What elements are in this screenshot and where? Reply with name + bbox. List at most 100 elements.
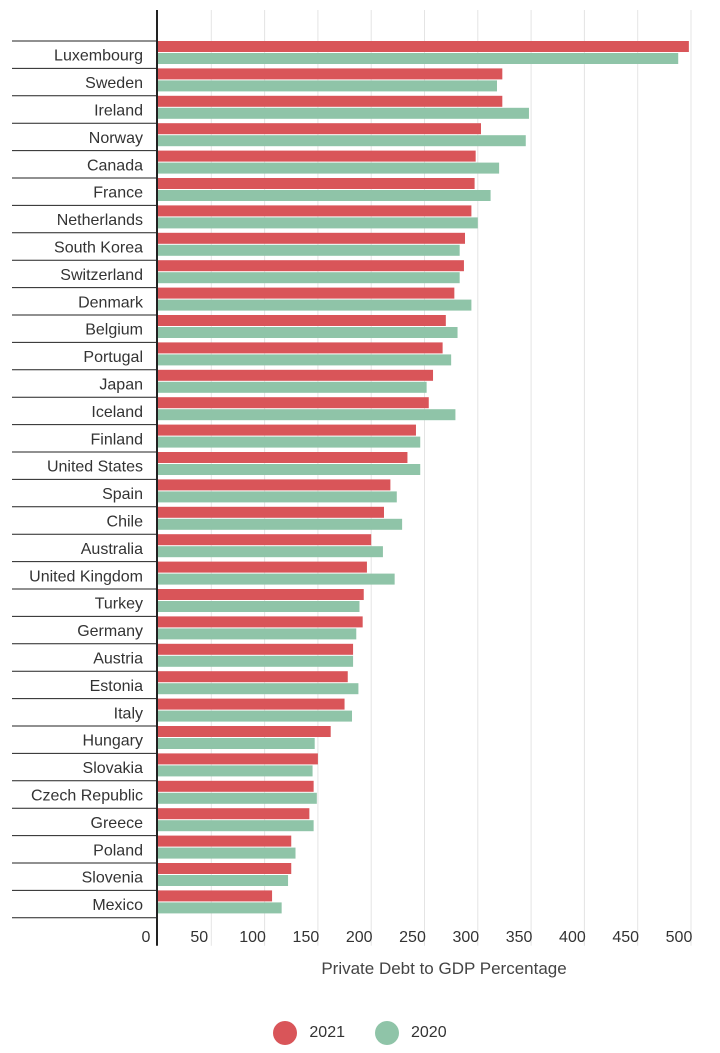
category-label: Hungary xyxy=(83,733,143,750)
gridlines xyxy=(210,10,692,946)
bar-2021-slovenia xyxy=(158,863,292,874)
bar-2021-south-korea xyxy=(158,232,466,244)
bar-2020-luxembourg xyxy=(158,53,679,64)
category-label: Chile xyxy=(107,514,144,531)
category-label: United States xyxy=(47,459,143,476)
legend: 2021 2020 xyxy=(0,1020,720,1046)
x-tick-label-150: 150 xyxy=(293,929,320,946)
bar-2020-slovenia xyxy=(158,875,289,886)
x-tick-label-400: 400 xyxy=(559,929,586,946)
bar-2020-hungary xyxy=(158,738,315,749)
bar-2020-japan xyxy=(158,381,427,393)
bar-2021-germany xyxy=(158,616,363,628)
x-tick-label-500: 500 xyxy=(666,929,693,946)
category-label: Japan xyxy=(99,377,143,394)
bar-2020-austria xyxy=(158,655,354,667)
category-labels: Luxembourg Sweden Ireland Norway Canada Franc… xyxy=(12,40,157,919)
x-tick-label-250: 250 xyxy=(399,929,426,946)
bar-2021-canada xyxy=(158,150,476,162)
bar-chart: Luxembourg Sweden Ireland Norway Canada Franc… xyxy=(12,10,693,978)
category-label: Greece xyxy=(91,815,144,832)
bar-2021-poland xyxy=(158,835,292,847)
category-label: Slovenia xyxy=(82,870,143,887)
x-tick-label-100: 100 xyxy=(239,929,266,946)
bar-2020-poland xyxy=(158,847,296,859)
bar-2021-australia xyxy=(158,534,372,546)
bar-2020-iceland xyxy=(158,409,456,421)
category-label: Belgium xyxy=(85,322,143,339)
bar-2021-chile xyxy=(158,506,384,518)
bar-2021-spain xyxy=(158,479,391,491)
bar-2021-czech-republic xyxy=(158,780,314,792)
x-tick-labels: 0 50 100 150 200 250 300 350 400 450 500 xyxy=(142,929,693,946)
category-label: Finland xyxy=(91,431,143,448)
x-axis-title: Private Debt to GDP Percentage xyxy=(321,959,566,978)
bar-2021-ireland xyxy=(158,95,503,107)
legend-label-2021: 2021 xyxy=(309,1024,345,1041)
bar-2021-norway xyxy=(158,123,481,135)
category-label: Czech Republic xyxy=(31,788,143,805)
category-label: Germany xyxy=(77,623,143,640)
bar-2021-belgium xyxy=(158,315,446,326)
bar-2020-slovakia xyxy=(158,765,313,777)
bar-2020-estonia xyxy=(158,683,359,695)
category-label: Norway xyxy=(89,130,143,147)
bar-2021-netherlands xyxy=(158,205,472,217)
bar-2021-greece xyxy=(158,808,310,820)
legend-swatch-2021 xyxy=(273,1021,298,1045)
bar-2021-slovakia xyxy=(158,753,318,765)
x-tick-label-300: 300 xyxy=(452,929,479,946)
category-label: Sweden xyxy=(85,75,143,92)
category-label: Spain xyxy=(102,486,143,503)
category-label: United Kingdom xyxy=(29,568,143,585)
legend-swatch-2020 xyxy=(375,1021,399,1045)
x-tick-label-50: 50 xyxy=(190,929,208,946)
bar-2021-estonia xyxy=(158,671,348,683)
bar-2020-portugal xyxy=(158,354,452,366)
bar-2020-united-kingdom xyxy=(158,573,395,585)
x-tick-label-350: 350 xyxy=(506,929,533,946)
bar-2021-italy xyxy=(158,698,345,710)
bar-2021-united-kingdom xyxy=(158,561,367,573)
bar-2020-united-states xyxy=(158,464,421,475)
category-label: Switzerland xyxy=(60,267,143,284)
bar-2021-finland xyxy=(158,424,416,436)
x-tick-label-200: 200 xyxy=(346,929,373,946)
category-label: Mexico xyxy=(92,897,143,914)
category-label: Netherlands xyxy=(57,212,143,229)
category-label: Canada xyxy=(87,157,143,174)
bar-2020-italy xyxy=(158,710,353,722)
category-label: Denmark xyxy=(78,294,144,311)
bar-2020-finland xyxy=(158,436,421,448)
category-label: Italy xyxy=(114,705,143,722)
x-tick-label-0: 0 xyxy=(142,929,151,946)
category-label: Poland xyxy=(93,842,143,859)
bars xyxy=(158,41,689,914)
category-label: Slovakia xyxy=(83,760,144,777)
bar-2021-japan xyxy=(158,369,434,381)
bar-2020-mexico xyxy=(158,902,282,914)
category-label: Iceland xyxy=(91,404,143,421)
legend-item-2020: 2020 xyxy=(375,1021,447,1045)
category-label: Australia xyxy=(81,541,143,558)
bar-2021-france xyxy=(158,178,475,189)
bar-2020-ireland xyxy=(158,107,529,119)
bar-2020-switzerland xyxy=(158,272,460,284)
category-label: Luxembourg xyxy=(54,48,143,65)
bar-2020-sweden xyxy=(158,80,497,92)
bar-2020-norway xyxy=(158,135,526,147)
category-label: South Korea xyxy=(54,240,143,257)
bar-2020-netherlands xyxy=(158,217,478,229)
bar-2021-denmark xyxy=(158,287,455,299)
bar-2021-hungary xyxy=(158,726,331,737)
bar-2020-czech-republic xyxy=(158,792,317,804)
bar-2020-denmark xyxy=(158,299,472,311)
bar-2020-australia xyxy=(158,546,383,558)
bar-2020-germany xyxy=(158,628,357,640)
bar-2020-belgium xyxy=(158,327,458,338)
bar-2020-turkey xyxy=(158,601,360,612)
x-tick-label-450: 450 xyxy=(612,929,639,946)
bar-2021-united-states xyxy=(158,452,408,463)
bar-2021-turkey xyxy=(158,589,364,600)
legend-label-2020: 2020 xyxy=(411,1024,447,1041)
